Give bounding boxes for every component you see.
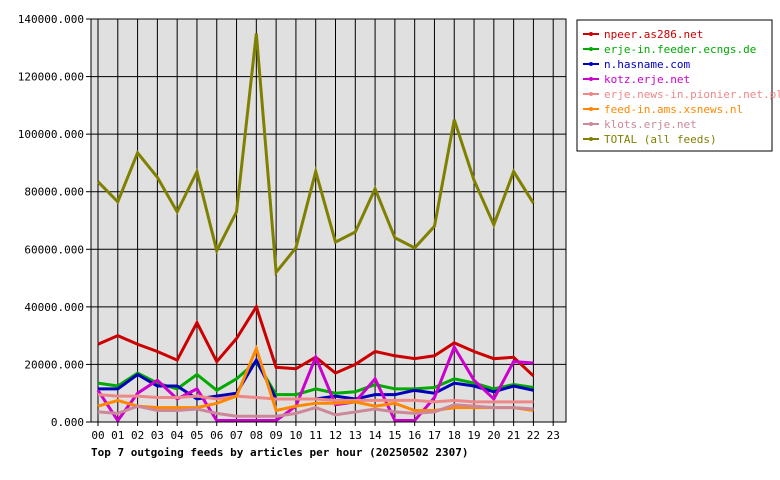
y-tick-label: 40000.000 — [24, 301, 84, 314]
y-tick-label: 120000.000 — [18, 71, 84, 84]
grid-lines — [91, 19, 566, 422]
x-tick-label: 23 — [547, 429, 560, 442]
plot-border — [90, 18, 567, 423]
x-tick-label: 12 — [329, 429, 342, 442]
x-tick-label: 13 — [349, 429, 362, 442]
chart-title: Top 7 outgoing feeds by articles per hou… — [91, 446, 469, 459]
x-tick-labels: 00 01 02 03 04 05 06 07 08 09 10 11 12 13 14 15 16 17 18 19… — [91, 422, 560, 442]
series-line — [96, 33, 535, 277]
y-tick-label: 60000.000 — [24, 243, 84, 256]
legend-marker — [589, 47, 593, 51]
x-tick-label: 21 — [507, 429, 520, 442]
legend-marker — [589, 137, 593, 141]
x-tick-label: 11 — [309, 429, 322, 442]
series-lines — [96, 33, 535, 424]
x-tick-label: 09 — [270, 429, 283, 442]
x-tick-label: 06 — [210, 429, 223, 442]
legend-marker — [589, 77, 593, 81]
legend-entry: erje-in.feeder.ecngs.de — [604, 43, 756, 56]
legend-marker — [589, 32, 593, 36]
x-tick-label: 10 — [289, 429, 302, 442]
x-tick-label: 08 — [250, 429, 263, 442]
series-line — [97, 393, 534, 404]
x-tick-label: 18 — [448, 429, 461, 442]
series-line — [97, 344, 534, 413]
y-tick-label: 20000.000 — [24, 358, 84, 371]
legend-entry: erje.news-in.pionier.net.pl — [604, 88, 780, 101]
y-tick-labels: 0.000 20000.000 40000.000 60000.000 80000.00… — [18, 13, 91, 429]
legend-marker — [589, 122, 593, 126]
legend-marker — [589, 62, 593, 66]
y-tick-label: 80000.000 — [24, 186, 84, 199]
y-tick-label: 100000.000 — [18, 128, 84, 141]
legend-entry: npeer.as286.net — [604, 28, 703, 41]
x-tick-label: 02 — [131, 429, 144, 442]
legend-entry: klots.erje.net — [604, 118, 697, 131]
x-tick-label: 04 — [171, 429, 185, 442]
series-line — [96, 343, 534, 424]
x-tick-label: 01 — [111, 429, 124, 442]
x-tick-label: 20 — [487, 429, 500, 442]
legend: npeer.as286.net erje-in.feeder.ecngs.de n.… — [576, 19, 780, 152]
legend-entry: n.hasname.com — [604, 58, 690, 71]
x-tick-label: 15 — [388, 429, 401, 442]
x-tick-label: 00 — [91, 429, 104, 442]
legend-box — [576, 19, 773, 152]
x-tick-label: 22 — [527, 429, 540, 442]
x-tick-label: 03 — [151, 429, 164, 442]
y-tick-label: 140000.000 — [18, 13, 84, 26]
x-tick-label: 19 — [467, 429, 480, 442]
series-line — [97, 403, 534, 418]
legend-entry: kotz.erje.net — [604, 73, 690, 86]
x-tick-label: 05 — [190, 429, 203, 442]
legend-entry: TOTAL (all feeds) — [604, 133, 717, 146]
x-tick-label: 14 — [368, 429, 382, 442]
legend-entry: feed-in.ams.xsnews.nl — [604, 103, 743, 116]
x-tick-label: 07 — [230, 429, 243, 442]
y-tick-label: 0.000 — [51, 416, 84, 429]
legend-marker — [589, 107, 593, 111]
x-tick-label: 17 — [428, 429, 441, 442]
legend-marker — [589, 92, 593, 96]
x-tick-label: 16 — [408, 429, 421, 442]
